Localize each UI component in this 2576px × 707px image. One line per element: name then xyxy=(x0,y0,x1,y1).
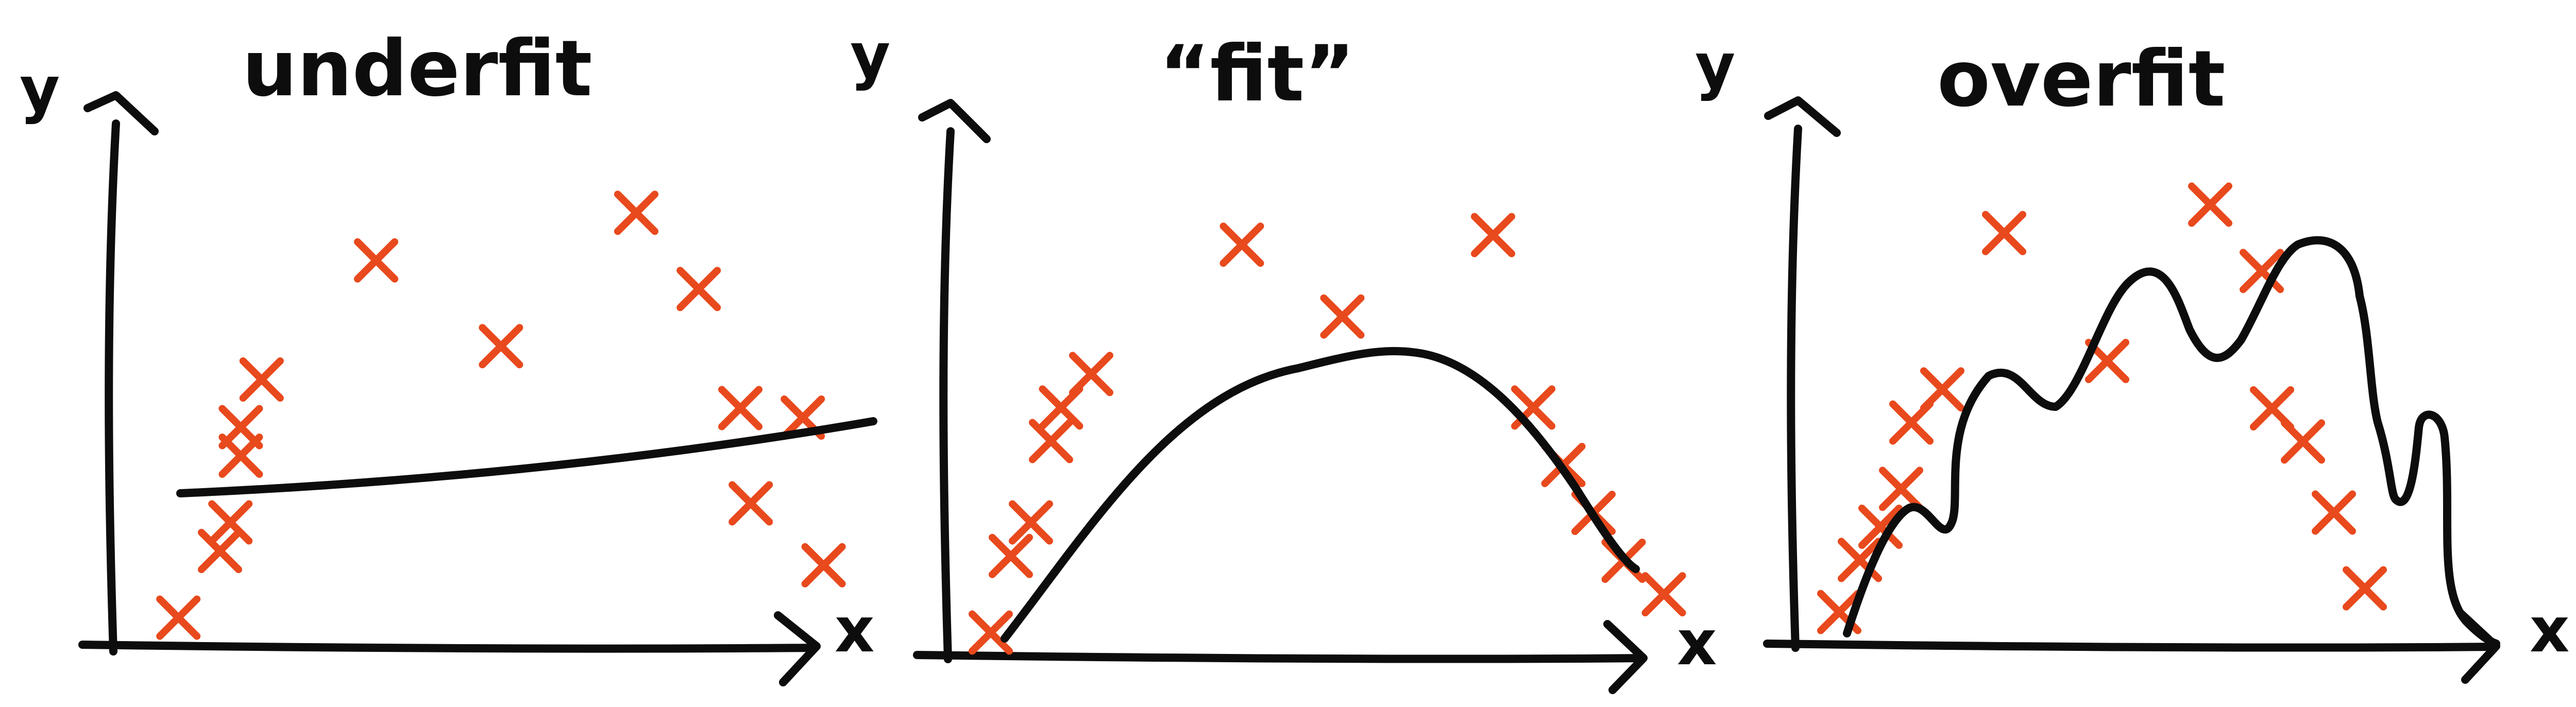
data-point-marker xyxy=(218,405,263,450)
data-points xyxy=(1817,182,2387,634)
data-point-marker xyxy=(2188,182,2232,227)
data-points xyxy=(156,191,846,640)
x-axis-arrowhead xyxy=(1603,620,1648,694)
data-point-marker xyxy=(198,529,242,573)
y-axis-label: y xyxy=(850,21,890,92)
fit-curve-overfit xyxy=(1843,236,2500,648)
data-point-marker xyxy=(239,357,284,402)
data-point-marker xyxy=(728,481,773,526)
x-axis-arrowhead xyxy=(774,611,821,686)
panel-underfit: y underfit x xyxy=(20,24,877,686)
fit-curve-good xyxy=(1001,347,1640,643)
data-point-marker xyxy=(676,267,721,312)
data-point-marker xyxy=(2343,566,2387,611)
axes xyxy=(1763,96,2500,684)
data-point-marker xyxy=(1009,500,1053,545)
data-point-marker xyxy=(1920,367,1964,412)
data-point-marker xyxy=(1879,467,1923,511)
x-axis-label: x xyxy=(835,595,874,666)
data-point-marker xyxy=(1982,211,2026,255)
panel-title: underfit xyxy=(242,24,592,114)
data-point-marker xyxy=(969,610,1013,655)
data-points xyxy=(969,213,1686,655)
data-point-marker xyxy=(208,500,253,545)
data-point-marker xyxy=(2312,490,2356,535)
axes xyxy=(913,99,1648,694)
data-point-marker xyxy=(801,543,846,588)
data-point-marker xyxy=(2281,419,2325,464)
fit-curve-underfit xyxy=(176,417,877,497)
y-axis-arrowhead xyxy=(918,99,991,143)
data-point-marker xyxy=(614,191,658,235)
y-axis-arrowhead xyxy=(83,91,159,135)
data-point-marker xyxy=(156,595,201,640)
data-point-marker xyxy=(1471,213,1515,257)
y-axis-label: y xyxy=(1695,31,1735,102)
x-axis-line xyxy=(78,641,818,653)
data-point-marker xyxy=(1320,294,1365,339)
data-point-marker xyxy=(1029,419,1073,463)
y-axis-arrowhead xyxy=(1764,96,1841,137)
data-point-marker xyxy=(1641,572,1686,617)
data-point-marker xyxy=(354,238,398,283)
x-axis-label: x xyxy=(1677,608,1717,679)
data-point-marker xyxy=(479,324,523,369)
data-point-marker xyxy=(989,533,1033,578)
y-axis-line xyxy=(1787,125,1802,652)
axes xyxy=(78,91,821,686)
x-axis-line xyxy=(1763,640,2498,652)
x-axis-line xyxy=(913,651,1645,663)
y-axis-line xyxy=(939,127,955,663)
panel-title: overfit xyxy=(1937,35,2225,124)
data-point-marker xyxy=(718,386,762,430)
data-point-marker xyxy=(1858,505,1903,549)
data-point-marker xyxy=(1069,352,1113,396)
panel-fit: y “fit” x xyxy=(850,21,1717,694)
y-axis-line xyxy=(105,119,120,656)
x-axis-label: x xyxy=(2530,595,2569,666)
data-point-marker xyxy=(1219,222,1264,267)
panel-overfit: y overfit x xyxy=(1695,31,2569,684)
y-axis-label: y xyxy=(20,54,60,126)
panel-title: “fit” xyxy=(1159,29,1355,119)
